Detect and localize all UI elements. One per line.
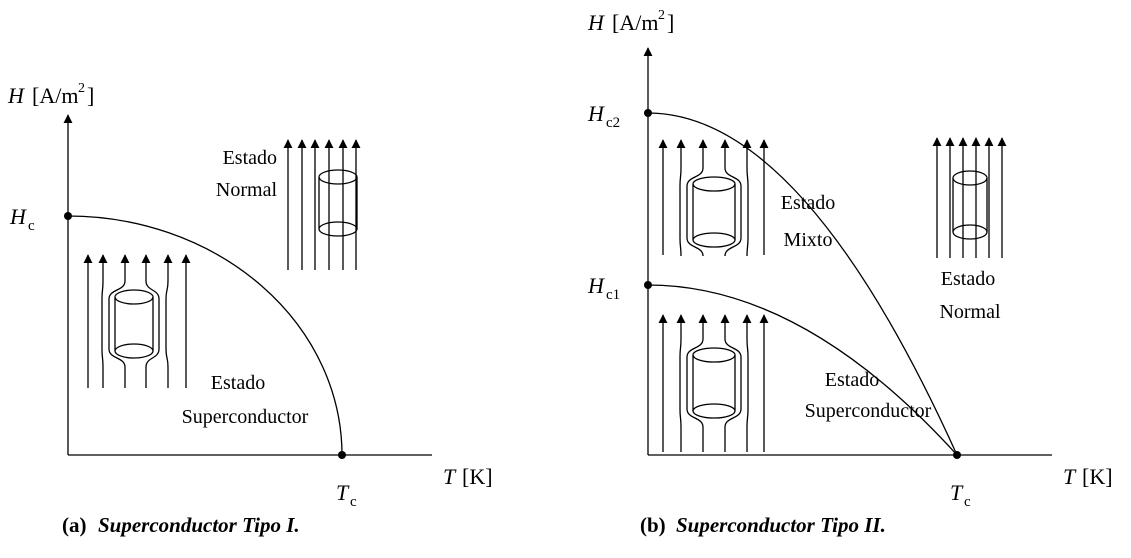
axis-unit: ]	[87, 83, 94, 108]
cylinder-top	[692, 347, 736, 363]
cylinder-top	[692, 176, 736, 192]
axis-exponent: 2	[78, 81, 85, 96]
cylinder-bottom	[692, 232, 736, 248]
cylinder-top	[318, 169, 358, 185]
temp-subscript: c	[964, 494, 971, 510]
point	[953, 451, 961, 459]
field-line	[676, 314, 686, 452]
critical-curve	[647, 112, 958, 456]
caption-label: (a)	[62, 513, 87, 537]
axis-unit: [A/m	[32, 83, 78, 108]
axis-symbol: T	[443, 464, 457, 489]
field-line	[163, 254, 173, 388]
region-label: Estado	[825, 369, 879, 391]
region-label: Estado	[941, 268, 995, 290]
field-subscript: c	[28, 218, 35, 234]
critical-curve	[67, 215, 343, 456]
point	[644, 281, 652, 289]
region-label: Estado	[781, 192, 835, 214]
axis-symbol: H	[587, 10, 605, 35]
panel-a: H [A/m 2 ] H c T c T [K] Estado Normal E…	[7, 81, 493, 537]
axis-symbol: T	[1063, 464, 1077, 489]
point	[338, 451, 346, 459]
field-symbol: H	[587, 101, 605, 126]
axis-symbol: H	[7, 83, 25, 108]
region-label: Estado	[211, 372, 265, 394]
temp-symbol: T	[950, 480, 964, 505]
point	[64, 212, 72, 220]
critical-curve	[647, 284, 958, 456]
field-line	[686, 139, 708, 257]
temp-symbol: T	[336, 480, 350, 505]
field-subscript: c2	[606, 115, 620, 131]
region-label: Normal	[216, 179, 278, 201]
axis-unit: [K]	[1082, 464, 1113, 489]
cylinder-bottom	[318, 221, 358, 237]
axis-exponent: 2	[658, 8, 665, 23]
temp-subscript: c	[350, 494, 357, 510]
field-line	[720, 314, 742, 452]
cylinder-bottom	[114, 343, 154, 359]
field-subscript: c1	[606, 287, 620, 303]
cylinder-bottom	[692, 403, 736, 419]
field-line	[108, 254, 130, 388]
cylinder-top	[952, 170, 988, 186]
cylinder-bottom	[952, 224, 988, 240]
region-label: Estado	[223, 147, 277, 169]
cylinder-top	[114, 289, 154, 305]
caption-title: Superconductor Tipo II.	[676, 513, 886, 537]
axis-unit: [K]	[462, 464, 493, 489]
axis-unit: [A/m	[612, 10, 658, 35]
region-label: Superconductor	[182, 406, 309, 428]
caption-label: (b)	[640, 513, 666, 537]
axis-unit: ]	[667, 10, 674, 35]
field-lines	[83, 137, 1007, 452]
field-symbol: H	[587, 273, 605, 298]
caption-title: Superconductor Tipo I.	[98, 513, 300, 537]
field-line	[141, 254, 160, 388]
region-label: Normal	[939, 301, 1001, 323]
field-line	[720, 139, 742, 257]
field-symbol: H	[9, 204, 27, 229]
panel-b: H [A/m 2 ] H c2 H c1 T c T [K] Estado Mi…	[587, 8, 1113, 537]
field-line	[742, 314, 752, 452]
field-line	[742, 139, 752, 257]
region-label: Mixto	[784, 229, 833, 251]
field-line	[676, 139, 686, 257]
region-label: Superconductor	[805, 400, 932, 422]
field-line	[98, 254, 108, 388]
field-line	[686, 314, 708, 452]
point	[644, 109, 652, 117]
